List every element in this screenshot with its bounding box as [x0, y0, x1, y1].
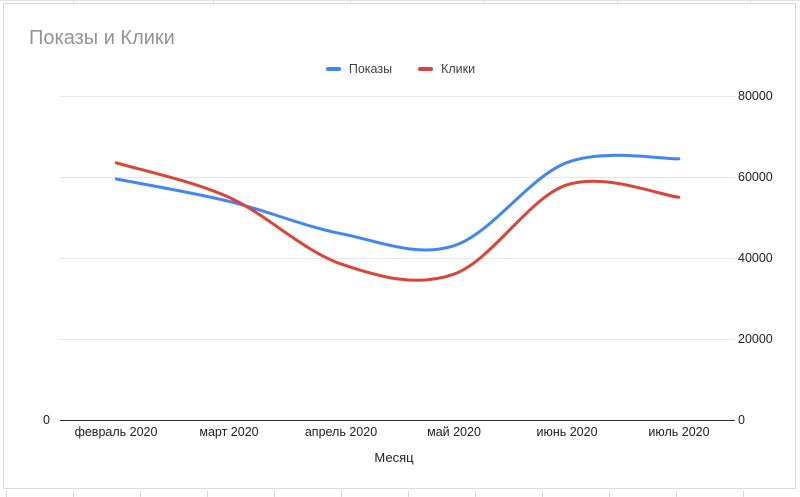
chart-legend: Показы Клики — [4, 62, 797, 76]
sheet-column-gridline — [350, 0, 351, 3]
y-axis-tick-right-80000: 80000 — [738, 89, 773, 103]
legend-label-pokazy: Показы — [348, 62, 393, 76]
x-axis-tick-march: март 2020 — [199, 425, 259, 439]
sheet-column-gridline — [73, 0, 74, 3]
legend-item-pokazy: Показы — [325, 62, 393, 76]
x-axis-tick-may: май 2020 — [427, 425, 481, 439]
sheet-column-gridline — [6, 491, 7, 497]
x-axis-title: Месяц — [374, 450, 414, 465]
sheet-column-gridline — [609, 491, 610, 497]
sheet-column-gridline — [743, 491, 744, 497]
legend-label-kliki: Клики — [441, 62, 476, 76]
series-pokazy-line — [114, 153, 681, 252]
x-axis-tick-june: июнь 2020 — [536, 425, 598, 439]
sheet-row-gridline — [0, 0, 800, 1]
sheet-column-gridline — [483, 0, 484, 3]
legend-marker-pokazy-icon — [325, 67, 341, 71]
x-axis-tick-february: февраль 2020 — [74, 425, 158, 439]
sheet-column-gridline — [676, 491, 677, 497]
sheet-column-gridline — [140, 491, 141, 497]
y-axis-tick-right-0: 0 — [738, 413, 745, 427]
x-axis-tick-april: апрель 2020 — [304, 425, 378, 439]
sheet-column-gridline — [617, 0, 618, 3]
sheet-column-gridline — [408, 491, 409, 497]
y-axis-tick-right-40000: 40000 — [738, 251, 773, 265]
x-axis-tick-july: июль 2020 — [648, 425, 710, 439]
sheet-column-gridline — [542, 491, 543, 497]
legend-item-kliki: Клики — [418, 62, 475, 76]
sheet-column-gridline — [73, 491, 74, 497]
y-axis-tick-right-60000: 60000 — [738, 170, 773, 184]
sheet-column-gridline — [207, 491, 208, 497]
legend-marker-kliki-icon — [418, 67, 434, 71]
series-kliki-line — [114, 161, 681, 282]
sheet-column-gridline — [341, 491, 342, 497]
sheet-column-gridline — [213, 0, 214, 3]
sheet-column-gridline — [475, 491, 476, 497]
sheet-column-gridline — [750, 0, 751, 3]
chart-title: Показы и Клики — [29, 27, 175, 49]
y-axis-tick-right-20000: 20000 — [738, 332, 773, 346]
sheet-column-gridline — [274, 491, 275, 497]
y-axis-tick-left-0: 0 — [43, 413, 50, 427]
